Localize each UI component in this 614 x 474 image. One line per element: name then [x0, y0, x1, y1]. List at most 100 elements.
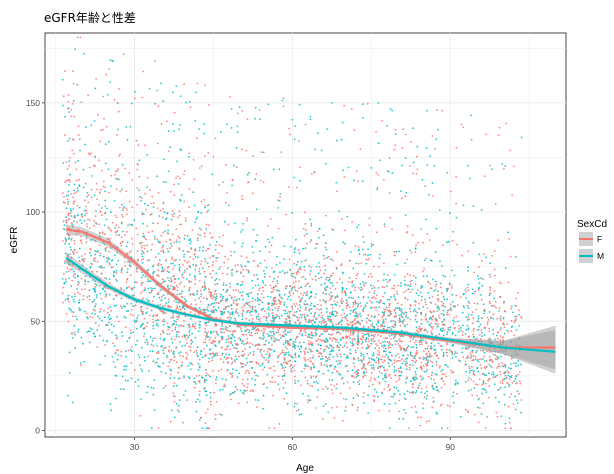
data-point-m — [151, 265, 154, 268]
data-point-m — [349, 348, 352, 351]
data-point-f — [309, 384, 312, 387]
data-point-f — [96, 250, 99, 253]
data-point-m — [377, 357, 380, 360]
data-point-f — [451, 371, 453, 374]
data-point-m — [170, 218, 173, 221]
data-point-m — [393, 274, 396, 276]
data-point-f — [499, 341, 502, 344]
data-point-f — [418, 302, 420, 305]
data-point-m — [471, 349, 474, 352]
data-point-f — [300, 292, 302, 295]
data-point-f — [464, 408, 467, 411]
data-point-f — [162, 270, 165, 273]
data-point-f — [184, 219, 187, 222]
data-point-f — [216, 352, 219, 354]
data-point-f — [294, 305, 297, 308]
data-point-m — [194, 268, 197, 271]
data-point-f — [361, 359, 364, 362]
data-point-f — [390, 338, 392, 340]
data-point-f — [76, 284, 79, 286]
data-point-f — [241, 306, 243, 309]
data-point-f — [209, 400, 212, 403]
data-point-m — [185, 101, 188, 104]
data-point-f — [406, 323, 409, 326]
data-point-m — [402, 313, 405, 315]
data-point-f — [454, 327, 457, 329]
data-point-m — [264, 245, 267, 248]
data-point-m — [232, 368, 234, 371]
data-point-f — [181, 307, 184, 310]
data-point-m — [440, 348, 443, 351]
data-point-m — [73, 189, 75, 192]
data-point-f — [322, 292, 325, 294]
data-point-f — [75, 191, 78, 194]
data-point-f — [65, 179, 68, 182]
data-point-m — [463, 306, 465, 309]
data-point-m — [356, 314, 358, 317]
data-point-f — [271, 290, 274, 293]
data-point-m — [390, 296, 392, 298]
data-point-f — [437, 298, 440, 301]
data-point-m — [489, 338, 492, 341]
data-point-f — [378, 409, 380, 412]
data-point-f — [368, 340, 370, 343]
data-point-m — [211, 311, 214, 314]
data-point-f — [486, 415, 489, 418]
data-point-m — [279, 193, 282, 195]
data-point-f — [115, 234, 118, 236]
data-point-f — [72, 311, 75, 314]
data-point-m — [325, 360, 327, 362]
data-point-m — [439, 282, 442, 285]
data-point-m — [252, 228, 255, 231]
data-point-f — [370, 243, 373, 245]
data-point-m — [143, 356, 146, 359]
data-point-f — [221, 338, 224, 340]
data-point-f — [314, 331, 317, 334]
data-point-m — [320, 276, 323, 279]
data-point-m — [425, 218, 427, 221]
data-point-m — [328, 276, 331, 279]
data-point-f — [69, 268, 72, 271]
data-point-m — [271, 309, 274, 311]
data-point-f — [338, 359, 340, 362]
data-point-f — [115, 337, 118, 340]
data-point-m — [430, 377, 433, 380]
data-point-f — [425, 420, 428, 423]
data-point-f — [173, 183, 175, 186]
data-point-m — [329, 350, 332, 353]
data-point-f — [410, 406, 413, 409]
data-point-f — [102, 95, 104, 98]
data-point-f — [305, 303, 308, 306]
data-point-f — [179, 223, 181, 226]
data-point-m — [291, 356, 294, 359]
data-point-m — [99, 311, 101, 313]
data-point-m — [384, 347, 387, 350]
data-point-f — [339, 353, 342, 356]
data-point-m — [121, 375, 124, 378]
data-point-m — [335, 387, 338, 390]
data-point-m — [481, 284, 484, 287]
data-point-f — [216, 354, 219, 356]
data-point-f — [400, 358, 403, 361]
data-point-m — [128, 264, 131, 266]
data-point-m — [77, 331, 79, 333]
data-point-m — [392, 326, 395, 329]
data-point-f — [145, 208, 147, 211]
data-point-m — [166, 354, 168, 357]
data-point-f — [178, 301, 181, 304]
data-point-f — [167, 232, 169, 235]
data-point-m — [370, 357, 373, 360]
data-point-m — [101, 319, 103, 322]
data-point-f — [267, 303, 270, 306]
data-point-m — [350, 296, 353, 299]
data-point-m — [328, 356, 331, 359]
data-point-f — [228, 305, 231, 308]
data-point-m — [390, 359, 393, 362]
data-point-f — [64, 70, 66, 72]
data-point-f — [120, 350, 123, 353]
data-point-f — [368, 257, 371, 260]
data-point-f — [336, 371, 339, 373]
data-point-m — [356, 226, 358, 229]
data-point-f — [431, 295, 434, 298]
data-point-m — [204, 287, 207, 290]
